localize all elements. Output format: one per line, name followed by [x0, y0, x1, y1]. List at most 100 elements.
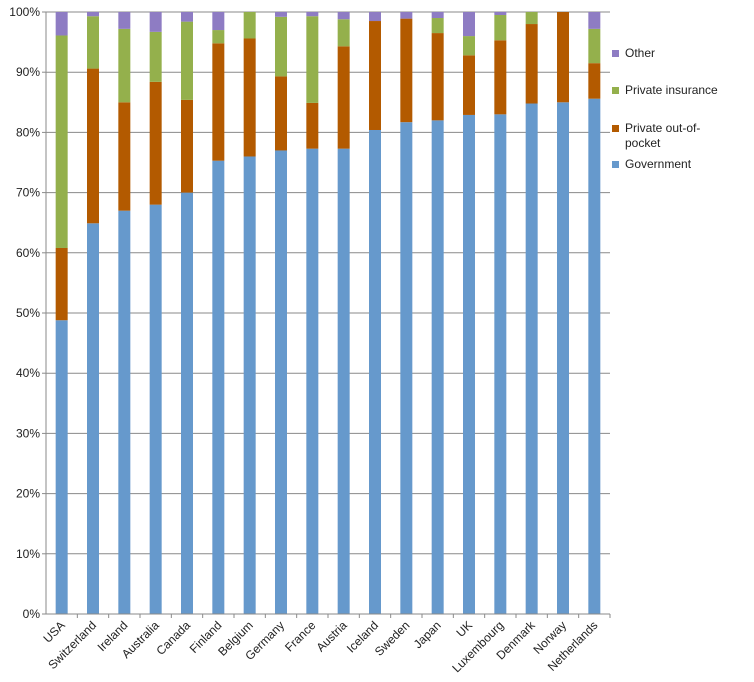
bar-austria-private-insurance: [337, 19, 350, 47]
y-tick-label: 60%: [16, 246, 40, 260]
legend-label-private-insurance: Private insurance: [625, 83, 718, 97]
axes: [42, 11, 611, 618]
bar-usa-private-out-of-pocket: [55, 247, 68, 321]
bar-finland-other: [212, 12, 225, 31]
bar-usa-government: [55, 320, 68, 614]
y-tick-label: 100%: [9, 5, 40, 19]
legend-item-private-out-of-pocket: Private out-of-pocket: [612, 121, 735, 151]
bar-japan-private-out-of-pocket: [431, 33, 444, 121]
bar-luxembourg-private-out-of-pocket: [494, 40, 507, 115]
x-category-label: UK: [453, 618, 475, 640]
bar-uk-private-out-of-pocket: [463, 55, 475, 115]
bar-canada-private-out-of-pocket: [181, 99, 193, 193]
bar-ireland-government: [118, 210, 131, 614]
bar-japan-private-insurance: [431, 18, 444, 34]
legend-swatch-other: [612, 50, 619, 57]
bar-canada-private-insurance: [181, 21, 193, 100]
x-category-label: Sweden: [372, 618, 413, 659]
bar-finland-government: [212, 160, 225, 614]
bar-netherlands-private-insurance: [588, 28, 601, 64]
bar-luxembourg-government: [494, 114, 507, 614]
legend-item-government: Government: [612, 157, 735, 172]
legend-swatch-private-out-of-pocket: [612, 125, 619, 132]
bar-switzerland-government: [87, 223, 99, 614]
x-category-label: Canada: [153, 618, 193, 658]
bars: [55, 12, 601, 615]
bar-usa-private-insurance: [55, 35, 68, 248]
y-tick-label: 0%: [23, 607, 41, 621]
bar-ireland-private-insurance: [118, 28, 131, 103]
bar-germany-private-out-of-pocket: [275, 76, 287, 151]
bar-austria-other: [337, 12, 350, 20]
bar-germany-government: [275, 150, 287, 614]
y-tick-label: 20%: [16, 487, 40, 501]
bar-japan-other: [431, 12, 444, 19]
x-category-label: Japan: [411, 618, 444, 651]
bar-australia-government: [149, 204, 162, 614]
bar-france-private-out-of-pocket: [306, 102, 319, 149]
bar-finland-private-insurance: [212, 30, 225, 44]
bar-luxembourg-other: [494, 12, 507, 16]
legend-item-other: Other: [612, 46, 735, 61]
bar-denmark-government: [525, 103, 538, 614]
bar-norway-private-out-of-pocket: [557, 12, 569, 103]
y-tick-label: 70%: [16, 186, 40, 200]
bar-australia-other: [149, 12, 162, 32]
gridlines: [46, 11, 610, 615]
bar-austria-private-out-of-pocket: [337, 46, 350, 149]
bar-sweden-other: [400, 12, 413, 19]
bar-norway-government: [557, 102, 569, 615]
x-category-label: France: [282, 618, 319, 655]
y-tick-label: 10%: [16, 547, 40, 561]
x-axis-category-labels: USASwitzerlandIrelandAustraliaCanadaFinl…: [40, 618, 600, 676]
x-category-label: Austria: [313, 618, 350, 655]
bar-denmark-private-out-of-pocket: [525, 24, 538, 104]
y-tick-label: 90%: [16, 65, 40, 79]
y-axis-tick-labels: 0% 10% 20% 30% 40% 50% 60% 70% 80% 90% 100%: [9, 5, 40, 621]
bar-uk-private-insurance: [463, 36, 475, 56]
y-tick-label: 50%: [16, 306, 40, 320]
bar-usa-other: [55, 12, 68, 36]
bar-uk-government: [463, 114, 475, 614]
bar-sweden-government: [400, 122, 413, 614]
bar-belgium-government: [243, 156, 256, 615]
bar-canada-other: [181, 12, 193, 22]
bar-iceland-government: [369, 129, 381, 614]
y-tick-label: 40%: [16, 366, 40, 380]
bar-netherlands-government: [588, 98, 601, 615]
bar-belgium-private-out-of-pocket: [243, 38, 256, 157]
bar-france-private-insurance: [306, 16, 319, 103]
bar-switzerland-private-insurance: [87, 16, 99, 69]
bar-belgium-private-insurance: [243, 12, 256, 39]
bar-austria-government: [337, 148, 350, 615]
bar-ireland-private-out-of-pocket: [118, 102, 131, 211]
bar-switzerland-other: [87, 12, 99, 17]
bar-uk-other: [463, 12, 475, 37]
bar-france-government: [306, 148, 319, 615]
bar-ireland-other: [118, 12, 131, 29]
bar-luxembourg-private-insurance: [494, 15, 507, 41]
bar-japan-government: [431, 120, 444, 615]
legend-label-private-out-of-pocket: Private out-of-pocket: [625, 121, 701, 150]
bar-iceland-other: [369, 12, 381, 22]
bar-france-other: [306, 12, 319, 17]
bar-netherlands-private-out-of-pocket: [588, 63, 601, 99]
x-category-label: USA: [40, 618, 67, 645]
legend-label-other: Other: [625, 46, 656, 60]
legend-swatch-private-insurance: [612, 87, 619, 94]
bar-germany-private-insurance: [275, 16, 287, 77]
bar-finland-private-out-of-pocket: [212, 43, 225, 161]
bar-germany-other: [275, 12, 287, 17]
bar-australia-private-out-of-pocket: [149, 81, 162, 205]
bar-iceland-private-out-of-pocket: [369, 21, 381, 130]
legend-swatch-government: [612, 161, 619, 168]
y-tick-label: 30%: [16, 426, 40, 440]
bar-australia-private-insurance: [149, 31, 162, 82]
y-tick-label: 80%: [16, 125, 40, 139]
bar-sweden-private-out-of-pocket: [400, 18, 413, 123]
bar-canada-government: [181, 192, 193, 614]
bar-netherlands-other: [588, 12, 601, 29]
bar-denmark-private-insurance: [525, 12, 538, 25]
bar-switzerland-private-out-of-pocket: [87, 68, 99, 224]
